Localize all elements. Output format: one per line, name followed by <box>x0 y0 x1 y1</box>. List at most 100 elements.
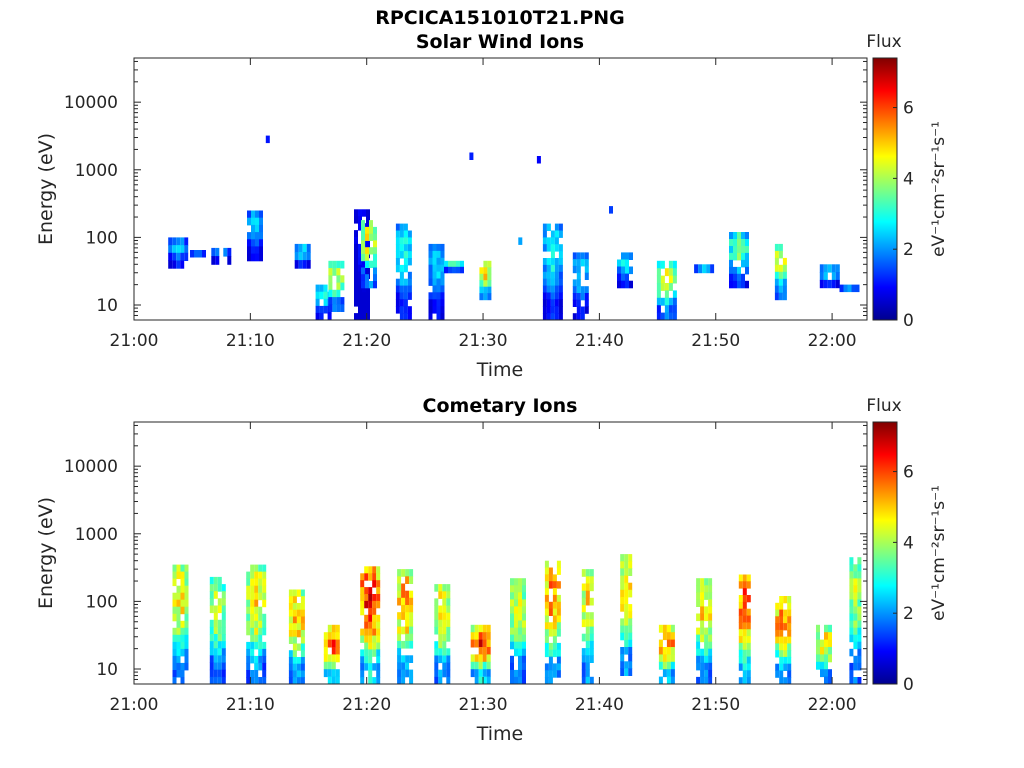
spectrogram-cell <box>779 602 784 611</box>
spectrogram-cell <box>857 641 862 650</box>
spectrogram-cell <box>209 584 214 592</box>
spectrogram-cell <box>624 597 629 605</box>
spectrogram-cell <box>737 232 741 240</box>
spectrogram-cell <box>787 677 792 684</box>
spectrogram-cell <box>576 313 581 320</box>
spectrogram-cell <box>361 220 365 228</box>
spectrogram-cell <box>258 627 263 636</box>
spectrogram-cell <box>585 612 590 620</box>
spectrogram-cell <box>779 623 784 631</box>
spectrogram-cell <box>628 668 633 676</box>
spectrogram-cell <box>438 605 443 614</box>
spectrogram-cell <box>746 677 751 684</box>
spectrogram-cell <box>782 292 787 301</box>
spectrogram-cell <box>332 297 337 305</box>
spectrogram-cell <box>660 260 665 269</box>
spectrogram-cell <box>217 648 222 656</box>
spectrogram-cell <box>361 247 365 255</box>
spectrogram-cell <box>552 649 557 658</box>
spectrogram-cell <box>787 596 792 604</box>
spectrogram-cell <box>556 615 561 623</box>
spectrogram-cell <box>548 567 553 575</box>
spectrogram-cell <box>292 663 297 671</box>
spectrogram-cell <box>368 663 373 671</box>
spectrogram-cell <box>365 260 369 268</box>
spectrogram-cell <box>483 273 488 281</box>
spectrogram-cell <box>625 280 629 289</box>
spectrogram-cell <box>625 273 629 282</box>
spectrogram-cell <box>628 661 633 669</box>
spectrogram-cell <box>542 258 547 266</box>
spectrogram-cell <box>436 243 441 252</box>
spectrogram-cell <box>824 676 828 684</box>
spectrogram-cell <box>853 578 858 586</box>
spectrogram-cell <box>546 306 551 314</box>
spectrogram-cell <box>625 259 629 268</box>
spectrogram-cell <box>827 279 832 289</box>
spectrogram-cell <box>361 267 365 275</box>
spectrogram-cell <box>288 657 293 665</box>
spectrogram-cell <box>487 273 492 281</box>
spectrogram-cell <box>434 669 439 678</box>
spectrogram-cell <box>209 641 214 649</box>
spectrogram-cell <box>470 624 475 633</box>
spectrogram-cell <box>340 304 345 312</box>
spectrogram-cell <box>180 237 185 246</box>
spectrogram-cell <box>368 642 373 650</box>
spectrogram-cell <box>779 663 784 671</box>
spectrogram-cell <box>300 663 305 671</box>
spectrogram-cell <box>436 299 441 307</box>
spectrogram-cell <box>397 676 402 684</box>
spectrogram-cell <box>395 299 400 307</box>
spectrogram-cell <box>774 250 779 259</box>
spectrogram-cell <box>369 233 373 241</box>
spectrogram-cell <box>544 642 549 651</box>
spectrogram-cell <box>514 592 518 600</box>
spectrogram-cell <box>358 292 362 300</box>
spectrogram-cell <box>546 264 551 273</box>
spectrogram-cell <box>662 624 667 633</box>
spectrogram-cell <box>544 601 549 610</box>
spectrogram-cell <box>254 627 259 636</box>
spectrogram-cell <box>405 669 410 678</box>
spectrogram-cell <box>787 656 792 665</box>
spectrogram-cell <box>296 657 301 665</box>
spectrogram-cell <box>666 647 671 655</box>
spectrogram-cell <box>729 252 733 261</box>
x-tick-label: 21:30 <box>459 695 508 715</box>
spectrogram-cell <box>376 649 381 657</box>
spectrogram-cell <box>376 573 381 581</box>
spectrogram-cell <box>436 264 441 273</box>
spectrogram-cell <box>746 642 751 651</box>
spectrogram-cell <box>395 230 400 238</box>
spectrogram-cell <box>190 250 194 258</box>
spectrogram-cell <box>548 601 553 610</box>
spectrogram-cell <box>360 573 365 581</box>
spectrogram-cell <box>258 613 263 622</box>
spectrogram-cell <box>668 312 673 320</box>
spectrogram-cell <box>589 583 594 592</box>
spectrogram-cell <box>624 604 629 612</box>
spectrogram-cell <box>372 649 377 657</box>
spectrogram-cell <box>368 614 373 623</box>
spectrogram-cell <box>658 654 663 663</box>
spectrogram-cell <box>779 643 784 651</box>
spectrogram-cell <box>258 606 263 615</box>
spectrogram-cell <box>327 624 332 633</box>
spectrogram-cell <box>831 264 836 273</box>
spectrogram-cell <box>259 253 263 262</box>
spectrogram-cell <box>514 627 518 636</box>
spectrogram-cell <box>745 232 749 240</box>
spectrogram-cell <box>584 259 589 267</box>
spectrogram-cell <box>446 634 451 642</box>
spectrogram-cell <box>259 224 263 233</box>
spectrogram-cell <box>708 620 713 629</box>
spectrogram-cell <box>857 634 862 643</box>
spectrogram-cell <box>372 594 377 602</box>
spectrogram-cell <box>335 639 340 648</box>
spectrogram-cell <box>184 592 189 601</box>
spectrogram-cell <box>849 557 854 565</box>
spectrogram-cell <box>336 282 341 291</box>
spectrogram-cell <box>300 657 305 665</box>
spectrogram-cell <box>820 669 824 678</box>
